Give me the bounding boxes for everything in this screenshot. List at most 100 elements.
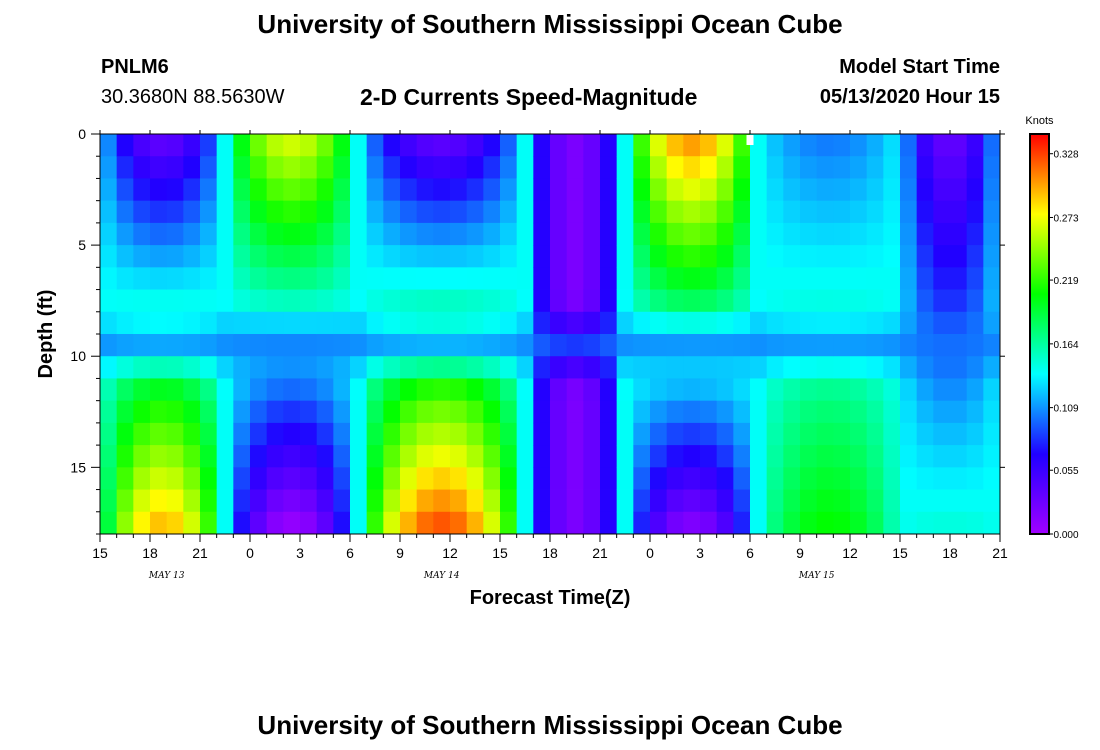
heatmap-cell xyxy=(583,245,601,268)
heatmap-cell xyxy=(783,356,801,379)
heatmap-cell xyxy=(166,511,184,535)
heatmap-cell xyxy=(666,134,684,157)
heatmap-cell xyxy=(400,200,418,224)
heatmap-cell xyxy=(866,267,884,290)
heatmap-cell xyxy=(566,356,584,379)
heatmap-cell xyxy=(216,400,234,424)
heatmap-cell xyxy=(100,245,118,268)
x-tick-label: 0 xyxy=(646,545,654,561)
heatmap-cell xyxy=(750,311,768,335)
heatmap-cell xyxy=(500,311,518,335)
heatmap-cell xyxy=(500,156,518,179)
heatmap-cell xyxy=(833,200,851,224)
heatmap-cell xyxy=(100,311,118,335)
heatmap-cell xyxy=(116,356,134,379)
heatmap-cell xyxy=(300,511,318,535)
heatmap-cell xyxy=(950,222,968,246)
heatmap-cell xyxy=(250,378,268,402)
heatmap-cell xyxy=(766,200,784,224)
heatmap-cell xyxy=(466,334,484,357)
heatmap-cell xyxy=(966,245,984,268)
heatmap-cell xyxy=(733,200,751,224)
heatmap-cell xyxy=(766,134,784,157)
colorbar-bar xyxy=(1029,133,1050,535)
heatmap-cell xyxy=(433,400,451,424)
heatmap-cell xyxy=(300,222,318,246)
heatmap-cell xyxy=(650,467,668,490)
heatmap-cell xyxy=(283,400,301,424)
heatmap-cell xyxy=(166,311,184,335)
heatmap-cell xyxy=(366,334,384,357)
x-tick-label: 18 xyxy=(942,545,958,561)
heatmap-cell xyxy=(866,134,884,157)
heatmap-cell xyxy=(616,511,634,535)
heatmap-cell xyxy=(133,200,151,224)
heatmap-cell xyxy=(350,245,368,268)
heatmap-cell xyxy=(616,200,634,224)
heatmap-cell xyxy=(683,511,701,535)
heatmap-cell xyxy=(350,134,368,157)
heatmap-cell xyxy=(833,178,851,202)
heatmap-cell xyxy=(600,267,618,290)
heatmap-cell xyxy=(633,222,651,246)
heatmap-cell xyxy=(733,134,751,157)
heatmap-cell xyxy=(800,445,818,468)
heatmap-cell xyxy=(500,267,518,290)
heatmap-cell xyxy=(466,289,484,313)
heatmap-cell xyxy=(616,178,634,202)
heatmap-cell xyxy=(550,445,568,468)
heatmap-cell xyxy=(183,200,201,224)
heatmap-cell xyxy=(183,400,201,424)
heatmap-cell xyxy=(550,245,568,268)
max-marker xyxy=(746,135,754,145)
heatmap-cell xyxy=(550,511,568,535)
heatmap-cell xyxy=(583,311,601,335)
heatmap-cell xyxy=(533,511,551,535)
heatmap-cell xyxy=(350,511,368,535)
heatmap-cell xyxy=(833,156,851,179)
heatmap-cell xyxy=(300,311,318,335)
heatmap-cell xyxy=(733,511,751,535)
heatmap-cell xyxy=(966,445,984,468)
heatmap-cell xyxy=(616,267,634,290)
heatmap-cell xyxy=(800,222,818,246)
heatmap-cell xyxy=(366,311,384,335)
heatmap-cell xyxy=(400,156,418,179)
heatmap-cell xyxy=(433,356,451,379)
heatmap-cell xyxy=(116,178,134,202)
heatmap-cell xyxy=(266,267,284,290)
heatmap-cell xyxy=(316,200,334,224)
heatmap-cell xyxy=(766,400,784,424)
heatmap-cell xyxy=(733,334,751,357)
heatmap-cell xyxy=(850,200,868,224)
heatmap-cell xyxy=(316,356,334,379)
heatmap-cell xyxy=(550,422,568,446)
heatmap-cell xyxy=(450,489,468,513)
x-tick-label: 12 xyxy=(442,545,458,561)
heatmap-cell xyxy=(900,222,918,246)
heatmap-cell xyxy=(900,178,918,202)
x-date-label: MAY 15 xyxy=(798,571,835,581)
heatmap-cell xyxy=(900,422,918,446)
heatmap-cell xyxy=(583,445,601,468)
heatmap-cell xyxy=(750,467,768,490)
heatmap-cell xyxy=(316,422,334,446)
heatmap-cell xyxy=(850,222,868,246)
heatmap-cell xyxy=(533,378,551,402)
heatmap-cell xyxy=(333,178,351,202)
heatmap-cell xyxy=(600,422,618,446)
y-tick-label: 15 xyxy=(70,459,86,475)
heatmap-cell xyxy=(950,378,968,402)
heatmap-cell xyxy=(800,378,818,402)
heatmap-cell xyxy=(683,422,701,446)
heatmap-cell xyxy=(383,511,401,535)
heatmap-cell xyxy=(716,400,734,424)
heatmap-cell xyxy=(483,422,501,446)
heatmap-cell xyxy=(100,267,118,290)
heatmap-cell xyxy=(733,422,751,446)
heatmap-cell xyxy=(900,445,918,468)
heatmap-cell xyxy=(916,445,934,468)
heatmap-cell xyxy=(300,267,318,290)
heatmap-cell xyxy=(600,178,618,202)
heatmap-cell xyxy=(800,467,818,490)
